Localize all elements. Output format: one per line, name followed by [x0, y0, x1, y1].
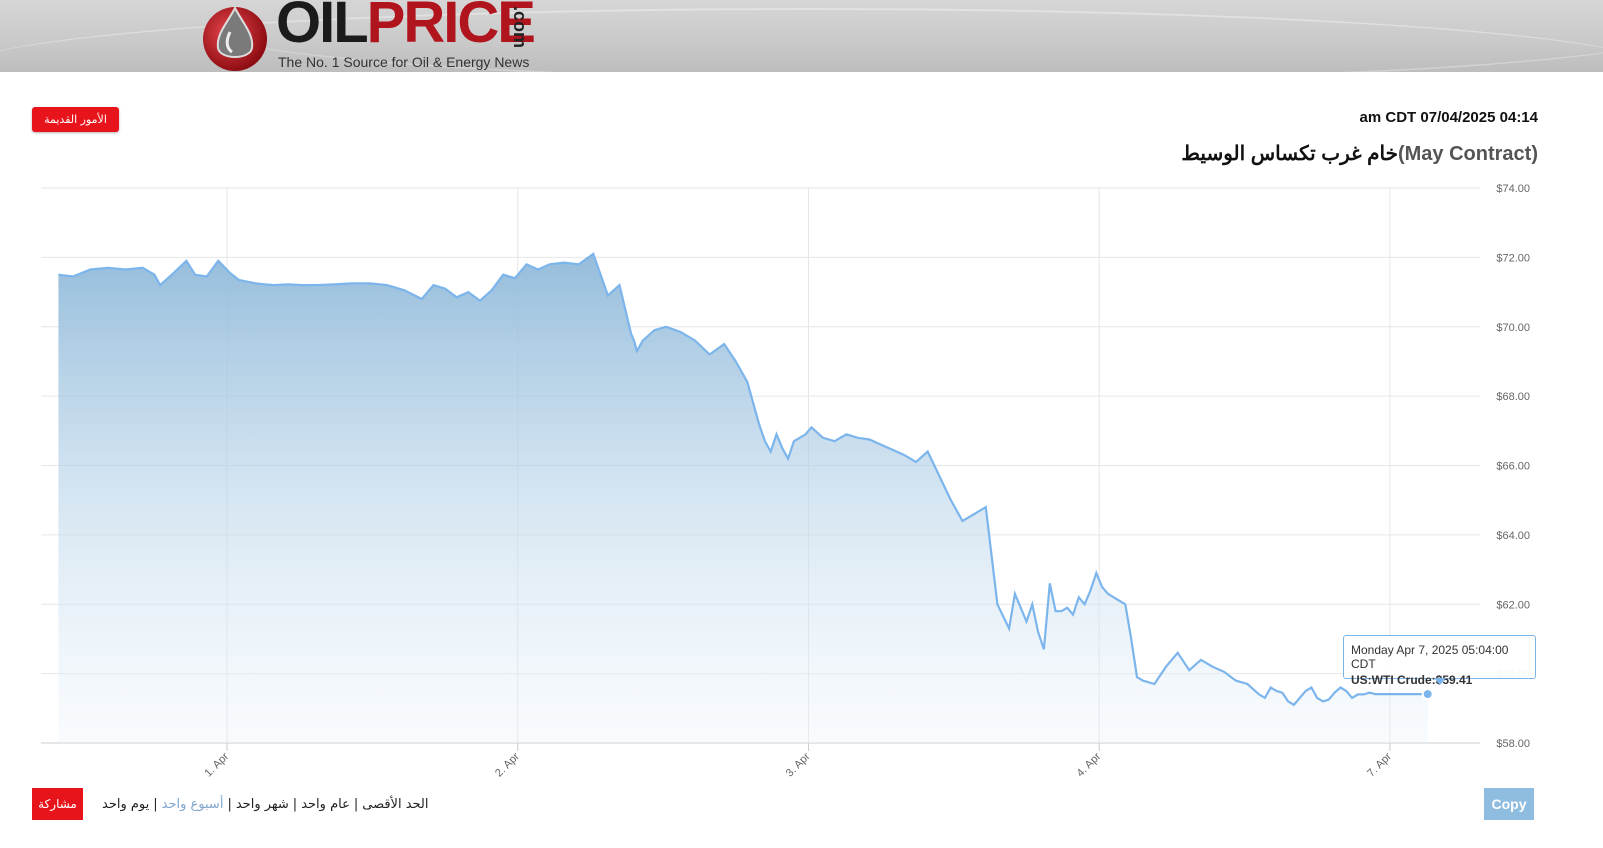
chart-title: خام غرب تكساس الوسيط(May Contract) [1181, 141, 1538, 166]
title-contract: (May Contract) [1397, 143, 1538, 165]
title-name: خام غرب تكساس الوسيط [1181, 143, 1398, 165]
price-line [58, 252, 1428, 707]
y-tick-label: $72.00 [1496, 252, 1530, 264]
x-tick-label: 3. Apr [784, 750, 813, 779]
y-tick-label: $68.00 [1496, 391, 1530, 403]
range-link[interactable]: الحد الأقصى [362, 797, 429, 812]
range-separator: | [292, 797, 298, 812]
tooltip-arrow [1434, 678, 1446, 685]
range-separator: | [227, 797, 232, 812]
logo-wordmark: OILPRICE [276, 0, 536, 55]
price-area [58, 253, 1428, 743]
x-tick-label: 4. Apr [1074, 750, 1103, 779]
x-tick-label: 1. Apr [202, 750, 231, 779]
x-tick-label: 7. Apr [1365, 750, 1394, 779]
y-tick-label: $70.00 [1496, 322, 1530, 334]
y-tick-label: $74.00 [1496, 183, 1530, 195]
tooltip-date: Monday Apr 7, 2025 05:04:00 CDT [1351, 643, 1509, 671]
y-tick-label: $58.00 [1496, 738, 1530, 750]
copy-button[interactable]: Copy [1484, 788, 1534, 820]
logo-com: .com [510, 6, 530, 49]
range-selector: الحد الأقصى|عام واحد|شهر واحد|أسبوع واحد… [102, 797, 429, 812]
range-link[interactable]: شهر واحد [235, 797, 289, 812]
y-tick-label: $64.00 [1496, 530, 1530, 542]
price-timestamp: am CDT 07/04/2025 04:14 [1359, 109, 1538, 126]
range-separator: | [353, 797, 359, 812]
y-tick-label: $66.00 [1496, 461, 1530, 473]
range-link[interactable]: عام واحد [301, 797, 350, 812]
range-separator: | [153, 797, 158, 812]
oilprice-logo[interactable]: OILPRICE .com The No. 1 Source for Oil &… [200, 0, 560, 72]
price-chart[interactable]: $74.00 $72.00 $70.00 $68.00 $66.00 $64.00 $62.… [0, 170, 1603, 780]
site-header: OILPRICE .com The No. 1 Source for Oil &… [0, 0, 1603, 72]
y-tick-label: $62.00 [1496, 599, 1530, 611]
range-link[interactable]: يوم واحد [102, 797, 150, 812]
recent-items-button[interactable]: الأمور القديمة [32, 107, 119, 132]
x-tick-label: 2. Apr [493, 750, 522, 779]
oil-drop-icon [203, 5, 267, 71]
logo-tagline: The No. 1 Source for Oil & Energy News [278, 54, 530, 70]
chart-tooltip: Monday Apr 7, 2025 05:04:00 CDT US:WTI C… [1343, 635, 1536, 687]
hover-marker [1421, 688, 1434, 701]
range-link[interactable]: أسبوع واحد [161, 797, 224, 812]
share-button[interactable]: مشاركة [32, 788, 83, 820]
